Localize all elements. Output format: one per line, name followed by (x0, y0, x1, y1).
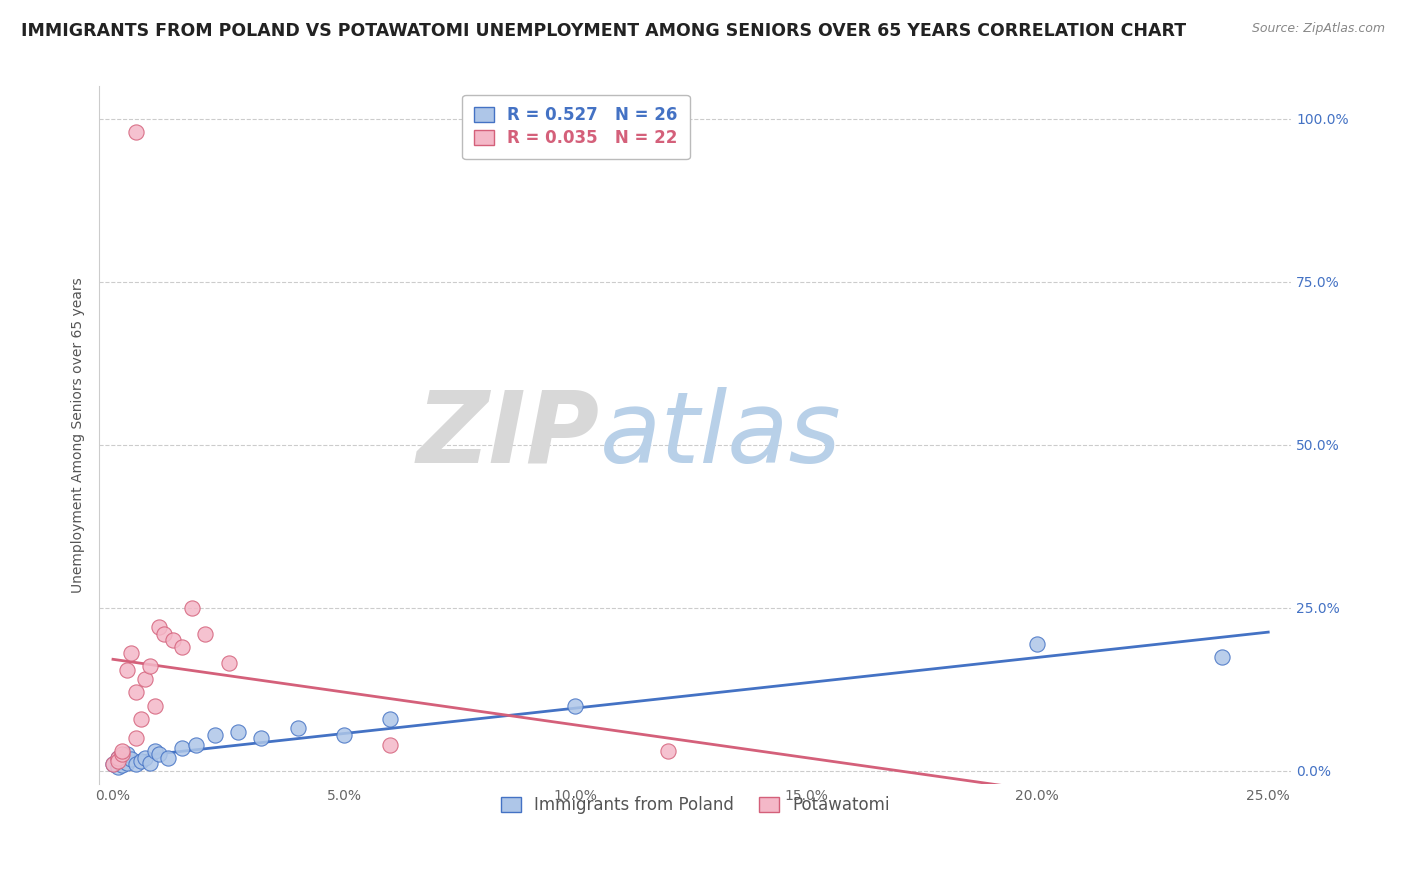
Point (218, 656, 240, 670)
Point (380, 738, 402, 752)
Point (657, 744, 679, 758)
Point (101, 757, 124, 772)
Point (564, 698, 586, 713)
Point (107, 760, 129, 774)
Point (172, 640, 194, 654)
Point (172, 740, 194, 755)
Point (139, 659, 162, 673)
Point (287, 722, 309, 736)
Point (162, 633, 184, 648)
Point (111, 744, 134, 758)
Point (186, 738, 208, 752)
Point (134, 673, 156, 687)
Point (107, 754, 129, 768)
Point (121, 752, 143, 766)
Point (134, 750, 156, 764)
Point (194, 627, 217, 641)
Legend: Immigrants from Poland, Potawatomi: Immigrants from Poland, Potawatomi (491, 786, 900, 824)
Point (143, 698, 166, 713)
Point (115, 747, 138, 762)
Point (250, 731, 273, 745)
Point (125, 685, 148, 699)
Point (129, 712, 152, 726)
Y-axis label: Unemployment Among Seniors over 65 years: Unemployment Among Seniors over 65 years (72, 277, 86, 593)
Point (1211, 649, 1233, 664)
Text: ZIP: ZIP (416, 386, 600, 483)
Point (148, 620, 170, 634)
Point (143, 744, 166, 758)
Point (111, 758, 134, 772)
Point (107, 750, 129, 764)
Point (380, 712, 402, 726)
Text: Source: ZipAtlas.com: Source: ZipAtlas.com (1251, 22, 1385, 36)
Point (101, 757, 124, 772)
Point (1026, 637, 1049, 651)
Point (148, 747, 170, 762)
Point (121, 646, 143, 660)
Point (107, 750, 129, 764)
Point (204, 728, 226, 742)
Point (180, 600, 202, 615)
Point (153, 627, 176, 641)
Point (226, 724, 249, 739)
Point (111, 747, 134, 762)
Point (125, 125, 148, 139)
Point (115, 663, 138, 677)
Point (157, 750, 180, 764)
Point (333, 728, 356, 742)
Text: atlas: atlas (600, 386, 841, 483)
Point (115, 756, 138, 770)
Point (129, 754, 152, 768)
Point (125, 757, 148, 772)
Text: IMMIGRANTS FROM POLAND VS POTAWATOMI UNEMPLOYMENT AMONG SENIORS OVER 65 YEARS CO: IMMIGRANTS FROM POLAND VS POTAWATOMI UNE… (21, 22, 1187, 40)
Point (125, 731, 148, 745)
Point (139, 756, 162, 770)
Point (111, 754, 134, 768)
